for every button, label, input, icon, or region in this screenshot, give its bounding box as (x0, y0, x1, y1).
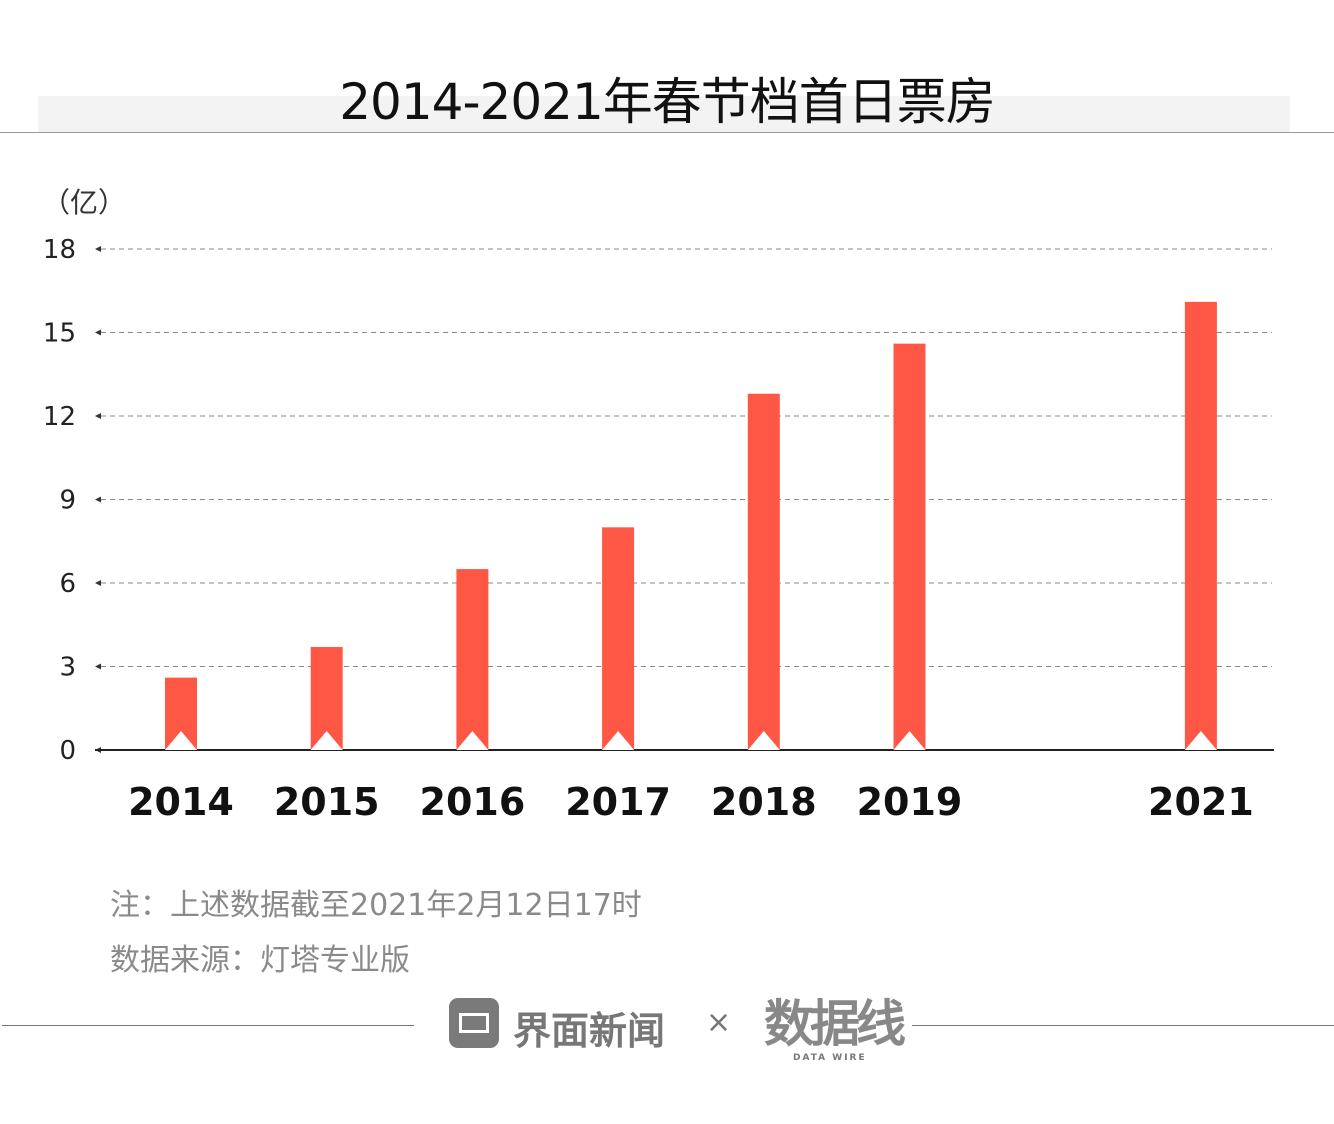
tick-arrow (95, 246, 101, 252)
bar-2021 (1184, 301, 1217, 750)
bar-chart: （亿） 0 3 6 9 12 15 18 2014 2015 2016 2017 2018 2019 202… (42, 186, 1274, 824)
bar-2016 (456, 569, 489, 750)
y-tick-label: 15 (43, 319, 76, 349)
footer-divider-left (2, 1025, 414, 1026)
bar-notch (456, 731, 489, 750)
bar-notch (1184, 731, 1217, 750)
tick-arrow (95, 580, 101, 586)
bar-notch (893, 731, 926, 750)
title-band (38, 96, 1290, 132)
x-tick-label: 2021 (1148, 780, 1254, 824)
jiemian-logo-icon (449, 998, 499, 1048)
x-tick-label: 2017 (565, 780, 671, 824)
x-tick-label: 2014 (128, 780, 234, 824)
x-tick-label: 2019 (857, 780, 963, 824)
bar-notch (310, 731, 343, 750)
brand-jiemian: 界面新闻 (513, 1009, 666, 1053)
y-tick-label: 12 (43, 402, 76, 432)
x-tick-label: 2015 (274, 780, 380, 824)
y-tick-label: 0 (59, 736, 76, 766)
brand-datawire-sub: DATA WIRE (793, 1053, 867, 1063)
bar-notch (165, 731, 197, 750)
title-divider (0, 132, 1334, 133)
y-tick-label: 18 (43, 235, 76, 265)
y-tick-label: 6 (59, 569, 76, 599)
bar-notch (747, 731, 780, 750)
tick-arrow (95, 413, 101, 419)
bar-2018 (747, 393, 780, 750)
tick-arrow (95, 663, 101, 670)
y-axis-unit-label: （亿） (42, 186, 126, 219)
bar-notch (602, 731, 635, 750)
brand-separator: × (706, 1005, 732, 1040)
x-tick-label: 2016 (420, 780, 526, 824)
brand-datawire-logo: 数据线 (764, 995, 906, 1053)
bar-2019 (893, 343, 926, 750)
chart-title: 2014-2021年春节档首日票房 (339, 73, 996, 131)
footer-divider-right (912, 1025, 1334, 1026)
source-text: 数据来源：灯塔专业版 (110, 943, 410, 978)
note-text: 注：上述数据截至2021年2月12日17时 (110, 888, 642, 923)
tick-arrow (95, 329, 101, 336)
y-tick-label: 3 (59, 653, 76, 683)
tick-arrow (95, 496, 101, 503)
x-tick-label: 2018 (711, 780, 817, 824)
y-tick-label: 9 (59, 486, 76, 516)
bar-2017 (602, 527, 635, 750)
